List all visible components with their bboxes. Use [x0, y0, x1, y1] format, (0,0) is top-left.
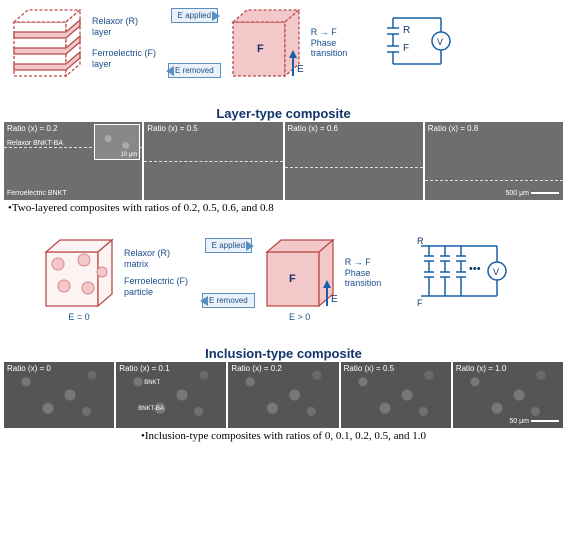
layer-heading: Layer-type composite — [0, 106, 567, 121]
layer-diagram-row: Relaxor (R) layer Ferroelectric (F) laye… — [0, 2, 567, 84]
inclusion-circuit: ••• R F V — [415, 236, 505, 310]
scale-text: 50 μm — [509, 418, 529, 425]
e-zero-label: E = 0 — [40, 312, 118, 323]
sem-bottom-label: Ferroelectric BNKT — [7, 190, 67, 197]
inclusion-cube-right: F E E > 0 — [261, 234, 339, 312]
e-removed-arrow: E removed — [168, 63, 221, 78]
svg-text:R: R — [417, 236, 424, 246]
sem-top-label: Relaxor BNKT-BA — [7, 140, 63, 147]
sem-ratio-label: Ratio (x) = 0.6 — [288, 124, 338, 133]
layer-sem-2: Ratio (x) = 0.6 — [285, 122, 423, 200]
ferro-label: Ferroelectric (F) layer — [92, 48, 162, 70]
phase-transition-text: R → F Phase transition — [345, 257, 409, 289]
sem-ratio-label: Ratio (x) = 0.5 — [344, 364, 394, 373]
particle-label: Ferroelectric (F) particle — [124, 276, 196, 298]
scale-text: 500 μm — [506, 190, 530, 197]
inc-sem-3: Ratio (x) = 0.5 — [341, 362, 451, 428]
layer-cube-right: F E — [227, 4, 305, 82]
layer-sem-0: Ratio (x) = 0.2 10 μm Relaxor BNKT-BA Fe… — [4, 122, 142, 200]
inclusion-transition-label: R → F Phase transition — [345, 257, 409, 289]
inset-scale: 10 μm — [120, 152, 137, 158]
e-applied-arrow: E applied — [171, 8, 218, 23]
svg-text:R: R — [403, 25, 410, 36]
matrix-label: Relaxor (R) matrix — [124, 248, 196, 270]
scale-bar: 500 μm — [506, 190, 560, 197]
inc-sem-1: Ratio (x) = 0.1 BNKT BNKT-BA — [116, 362, 226, 428]
sem-phase-label: BNKT — [144, 380, 160, 386]
svg-text:F: F — [257, 43, 264, 55]
layer-circuit: R F V — [381, 8, 471, 78]
svg-text:F: F — [403, 43, 409, 54]
sem-inset: 10 μm — [94, 124, 140, 160]
relaxor-label: Relaxor (R) layer — [92, 16, 162, 38]
layer-sem-3: Ratio (x) = 0.8 500 μm — [425, 122, 563, 200]
layer-cube-left — [8, 4, 86, 82]
svg-text:F: F — [417, 298, 423, 308]
inclusion-arrow-box: E applied E removed — [202, 238, 255, 308]
e-removed-arrow: E removed — [202, 293, 255, 308]
inclusion-left-labels: Relaxor (R) matrix Ferroelectric (F) par… — [124, 248, 196, 297]
svg-text:E: E — [331, 294, 338, 305]
svg-text:V: V — [437, 37, 443, 47]
inclusion-heading: Inclusion-type composite — [0, 346, 567, 361]
inclusion-sem-strip: Ratio (x) = 0 Ratio (x) = 0.1 BNKT BNKT-… — [0, 362, 567, 442]
svg-text:E: E — [297, 64, 304, 75]
layer-transition-label: R → F Phase transition — [311, 27, 375, 59]
svg-text:F: F — [289, 273, 296, 285]
svg-text:V: V — [493, 267, 499, 277]
sem-phase-label: BNKT-BA — [138, 406, 164, 412]
sem-ratio-label: Ratio (x) = 1.0 — [456, 364, 506, 373]
sem-ratio-label: Ratio (x) = 0.2 — [7, 124, 57, 133]
inc-sem-4: Ratio (x) = 1.0 50 μm — [453, 362, 563, 428]
scale-bar: 50 μm — [509, 418, 559, 425]
layer-sem-1: Ratio (x) = 0.5 — [144, 122, 282, 200]
inclusion-cube-left: E = 0 — [40, 234, 118, 312]
inc-sem-2: Ratio (x) = 0.2 — [228, 362, 338, 428]
phase-transition-text: R → F Phase transition — [311, 27, 375, 59]
layer-arrow-box: E applied E removed — [168, 8, 221, 78]
sem-ratio-label: Ratio (x) = 0 — [7, 364, 51, 373]
svg-text:•••: ••• — [469, 263, 481, 275]
e-gt-label: E > 0 — [261, 312, 339, 323]
inclusion-diagram-row: E = 0 Relaxor (R) matrix Ferroelectric (… — [0, 232, 567, 314]
inclusion-caption: •Inclusion-type composites with ratios o… — [0, 430, 567, 442]
layer-sem-strip: Ratio (x) = 0.2 10 μm Relaxor BNKT-BA Fe… — [0, 122, 567, 214]
sem-ratio-label: Ratio (x) = 0.8 — [428, 124, 478, 133]
inc-sem-0: Ratio (x) = 0 — [4, 362, 114, 428]
sem-ratio-label: Ratio (x) = 0.1 — [119, 364, 169, 373]
e-applied-arrow: E applied — [205, 238, 252, 253]
layer-left-labels: Relaxor (R) layer Ferroelectric (F) laye… — [92, 16, 162, 69]
layer-caption: •Two-layered composites with ratios of 0… — [0, 202, 567, 214]
sem-ratio-label: Ratio (x) = 0.5 — [147, 124, 197, 133]
sem-ratio-label: Ratio (x) = 0.2 — [231, 364, 281, 373]
